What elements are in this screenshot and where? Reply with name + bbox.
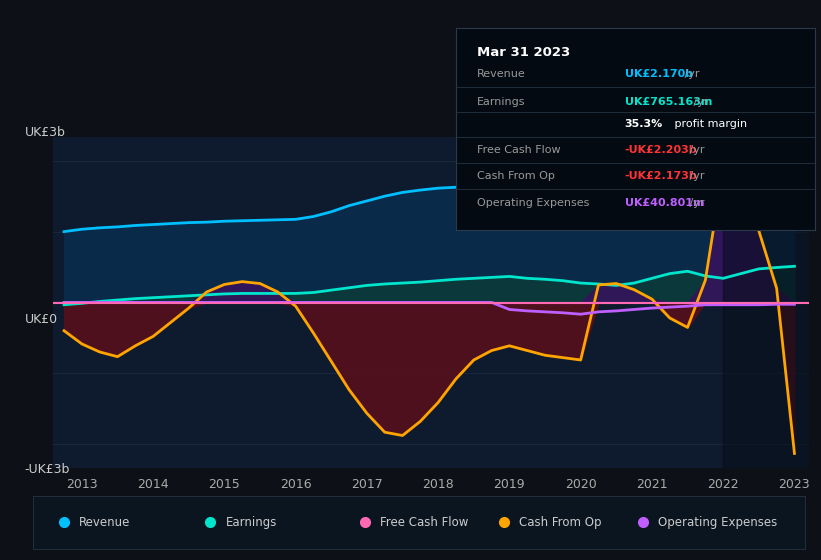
- Text: /yr: /yr: [686, 145, 704, 155]
- Text: Earnings: Earnings: [477, 96, 525, 106]
- Text: Free Cash Flow: Free Cash Flow: [477, 145, 561, 155]
- Text: -UK£3b: -UK£3b: [25, 463, 70, 476]
- Text: Cash From Op: Cash From Op: [519, 516, 602, 529]
- Text: Earnings: Earnings: [226, 516, 277, 529]
- Text: Cash From Op: Cash From Op: [477, 171, 555, 181]
- Text: -UK£2.203b: -UK£2.203b: [625, 145, 697, 155]
- Text: UK£2.170b: UK£2.170b: [625, 69, 693, 80]
- Text: 35.3%: 35.3%: [625, 119, 663, 129]
- Text: Revenue: Revenue: [79, 516, 131, 529]
- Text: -UK£2.173b: -UK£2.173b: [625, 171, 697, 181]
- Text: profit margin: profit margin: [672, 119, 748, 129]
- Text: /yr: /yr: [681, 69, 699, 80]
- Text: UK£40.801m: UK£40.801m: [625, 198, 704, 208]
- Text: Mar 31 2023: Mar 31 2023: [477, 46, 571, 59]
- Text: Free Cash Flow: Free Cash Flow: [380, 516, 469, 529]
- Text: /yr: /yr: [690, 96, 709, 106]
- Text: /yr: /yr: [686, 171, 704, 181]
- Text: UK£0: UK£0: [25, 312, 57, 326]
- Bar: [723, 137, 816, 468]
- Text: Operating Expenses: Operating Expenses: [658, 516, 777, 529]
- Text: Operating Expenses: Operating Expenses: [477, 198, 589, 208]
- Text: UK£765.163m: UK£765.163m: [625, 96, 712, 106]
- Text: /yr: /yr: [686, 198, 704, 208]
- Text: Revenue: Revenue: [477, 69, 526, 80]
- Text: UK£3b: UK£3b: [25, 126, 66, 139]
